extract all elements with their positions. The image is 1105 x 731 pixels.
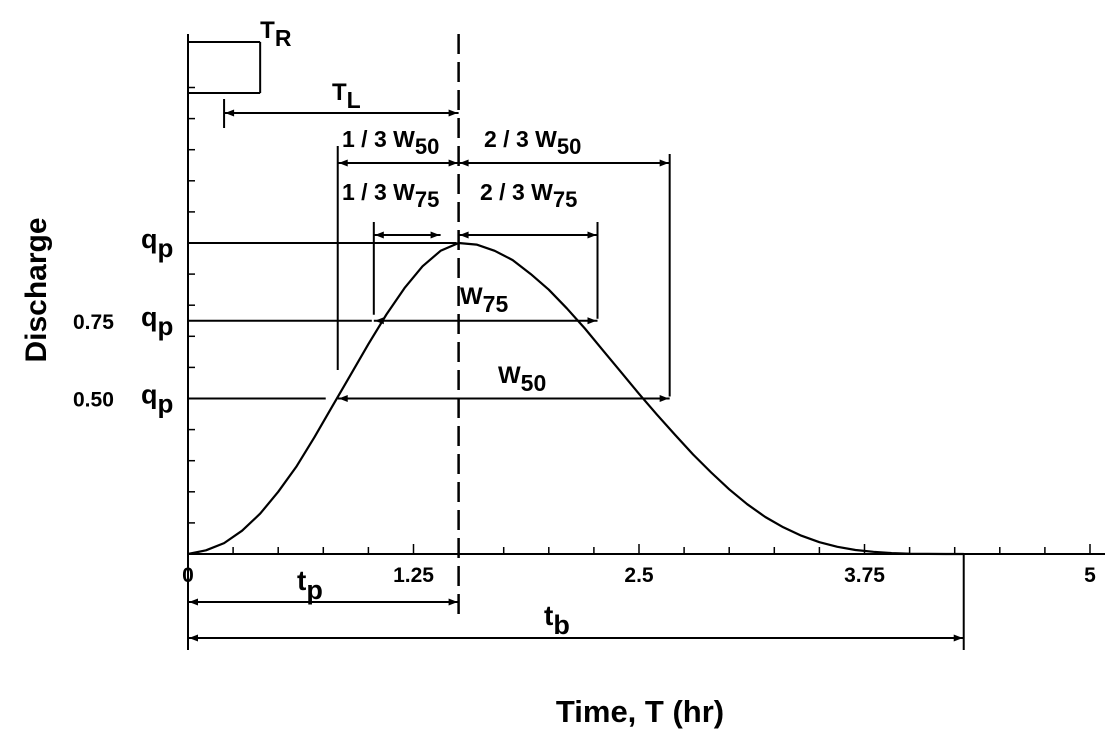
- y-axis-label: Discharge: [20, 217, 53, 362]
- w50-dimension-arrow-right: [659, 395, 669, 402]
- tb-dimension-arrow-left: [189, 634, 198, 642]
- q50-label-main: q: [141, 380, 158, 410]
- tb-label-sub: b: [553, 610, 570, 640]
- two-third-w75-label-main: 2 / 3 W: [480, 179, 553, 205]
- third-w50-dimension-arrow-left: [338, 159, 348, 167]
- two-third-w50-label: 2 / 3 W50: [484, 126, 581, 159]
- tp-dimension-arrow-left: [189, 598, 198, 606]
- two-third-w50-label-main: 2 / 3 W: [484, 126, 557, 152]
- tl-label: TL: [332, 79, 361, 113]
- x-tick-label: 5: [1084, 564, 1096, 587]
- w50-label-main: W: [498, 362, 521, 389]
- w75-dimension-arrow-right: [587, 317, 597, 325]
- tl-dimension-arrow-right: [448, 109, 458, 117]
- w50-label: W50: [498, 362, 546, 396]
- third-w50-dimension-arrow-right: [448, 159, 458, 167]
- w75-label-main: W: [460, 283, 483, 310]
- two-third-w50-label-sub: 50: [557, 134, 581, 159]
- x-tick-label: 2.5: [624, 564, 654, 587]
- tp-label-sub: p: [306, 575, 323, 605]
- two-third-w50-dimension-arrow-right: [659, 159, 669, 167]
- two-third-w75-label: 2 / 3 W75: [480, 179, 577, 212]
- dimension-lines: [187, 34, 965, 650]
- third-w50-label-sub: 50: [415, 134, 439, 159]
- qp-label-sub: p: [158, 233, 174, 263]
- third-w75-dimension-arrow-right: [430, 231, 440, 239]
- x-tick-label: 1.25: [393, 564, 434, 587]
- tb-dimension-arrow-right: [953, 634, 963, 642]
- third-w50-label-main: 1 / 3 W: [342, 126, 415, 152]
- qp-label-main: q: [141, 224, 158, 254]
- q50-label: qp: [141, 380, 173, 419]
- two-third-w75-dimension-arrow-right: [587, 231, 597, 239]
- tr-label-main: T: [260, 17, 275, 44]
- tb-label: tb: [544, 600, 570, 640]
- tl-label-main: T: [332, 79, 347, 106]
- two-third-w50-dimension-arrow-left: [459, 159, 469, 167]
- x-axis-label: Time, T (hr): [556, 694, 724, 729]
- q75-label-main: q: [141, 302, 158, 332]
- two-third-w75-label-sub: 75: [553, 187, 577, 212]
- x-tick-label: 3.75: [844, 564, 885, 587]
- tl-label-sub: L: [347, 87, 361, 113]
- tp-label: tp: [297, 565, 323, 605]
- third-w75-label-main: 1 / 3 W: [342, 179, 415, 205]
- q50-label-sub: p: [158, 389, 174, 419]
- third-w75-label-sub: 75: [415, 187, 439, 212]
- hydrograph-curve: [187, 241, 964, 556]
- labels: Discharge Time, T (hr) qp0.75 qp0.50 qpTRT…: [20, 17, 724, 729]
- tr-label: TR: [260, 17, 292, 51]
- w75-label-sub: 75: [483, 291, 509, 317]
- w50-label-sub: 50: [521, 370, 547, 396]
- tb-label-main: t: [544, 600, 553, 631]
- tp-label-main: t: [297, 565, 306, 596]
- axes: 0 1.25 2.5 3.75 5: [182, 34, 1105, 587]
- qp-label: qp: [141, 224, 173, 263]
- third-w50-label: 1 / 3 W50: [342, 126, 439, 159]
- q75-label: qp: [141, 302, 173, 341]
- tr-label-sub: R: [275, 25, 292, 51]
- tp-dimension-arrow-right: [448, 598, 458, 606]
- tl-dimension-arrow-left: [225, 109, 235, 117]
- q75-coef-label: 0.75: [73, 311, 114, 334]
- hydrograph-curve-group: [187, 241, 964, 556]
- w50-dimension-arrow-left: [338, 395, 348, 402]
- q50-coef-label: 0.50: [73, 389, 114, 412]
- two-third-w75-dimension-arrow-left: [459, 231, 469, 239]
- third-w75-label: 1 / 3 W75: [342, 179, 439, 212]
- third-w75-dimension-arrow-left: [374, 231, 384, 239]
- w75-label: W75: [460, 283, 508, 317]
- q75-label-sub: p: [158, 311, 174, 341]
